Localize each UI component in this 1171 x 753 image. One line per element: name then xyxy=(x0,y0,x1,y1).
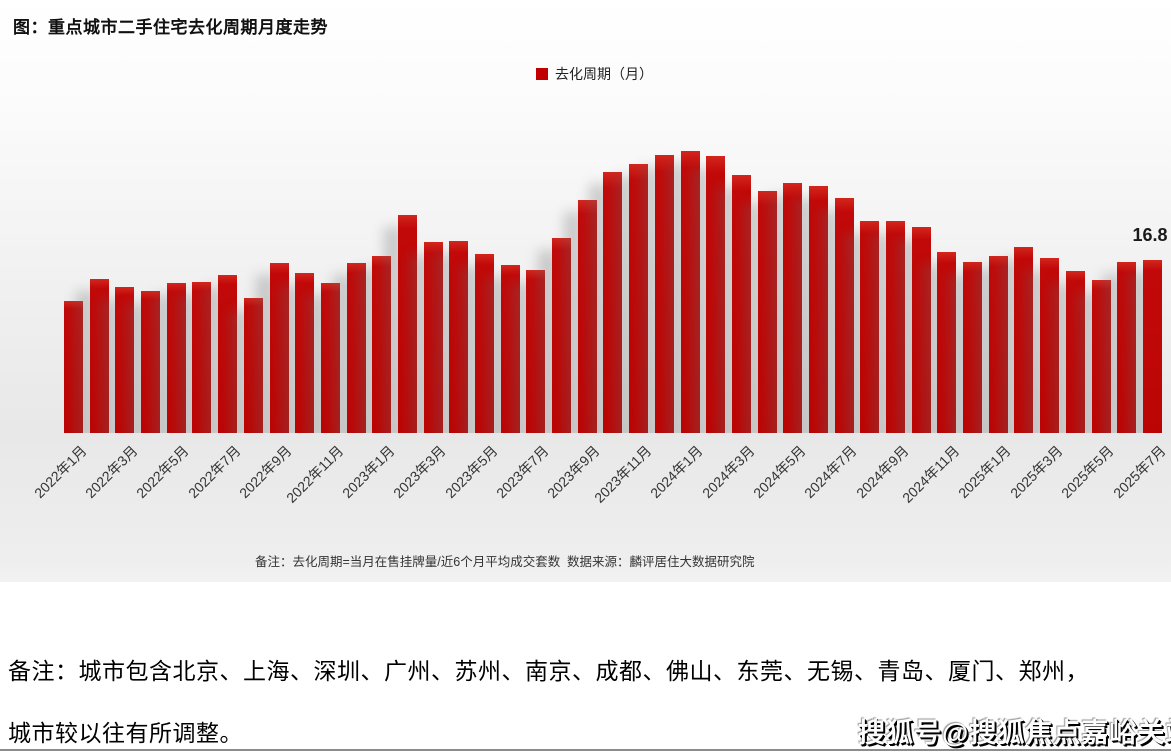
x-axis-labels: 2022年1月 2022年3月 2022年5月 2022年7月 2022年9月 2022年… xyxy=(31,433,1169,543)
bar-2024年12月 xyxy=(963,262,983,433)
bar-2022年1月 xyxy=(64,301,83,433)
bar-2024年1月 xyxy=(680,151,700,433)
chart-note: 备注：去化周期=当月在售挂牌量/近6个月平均成交套数 xyxy=(255,555,561,569)
last-bar-value-label: 16.8 xyxy=(1132,225,1168,245)
bar-2022年5月 xyxy=(166,283,186,433)
bar-2022年2月 xyxy=(89,279,109,433)
bar-2023年12月 xyxy=(654,155,674,433)
bar-2022年6月 xyxy=(192,282,212,433)
bar-2024年4月 xyxy=(757,191,777,433)
bar-2025年7月 xyxy=(1142,260,1162,433)
bar-2024年5月 xyxy=(783,183,803,433)
article-note-line2: 城市较以往有所调整。 xyxy=(8,721,243,746)
bar-plot-area xyxy=(64,0,1162,433)
bar-2025年1月 xyxy=(988,256,1008,433)
destocking-cycle-chart: 图：重点城市二手住宅去化周期月度走势 去化周期（月） 2022年1月 2022年3… xyxy=(0,0,1171,582)
bar-2022年3月 xyxy=(115,287,135,433)
legend-label: 去化周期（月） xyxy=(555,66,653,82)
x-tick-label: 2022年1月 xyxy=(30,442,90,502)
bar-2023年7月 xyxy=(526,270,546,433)
chart-legend: 去化周期（月） xyxy=(536,64,653,84)
x-tick-label: 2024年1月 xyxy=(647,442,706,502)
x-tick-label: 2022年5月 xyxy=(133,442,192,502)
x-tick-label: 2025年5月 xyxy=(1058,442,1117,502)
chart-footnotes: 备注：去化周期=当月在售挂牌量/近6个月平均成交套数 数据来源：麟评居住大数据研… xyxy=(0,551,1171,571)
bar-2023年11月 xyxy=(629,164,649,433)
x-tick-label: 2025年7月 xyxy=(1109,442,1169,502)
bar-2025年2月 xyxy=(1014,247,1034,433)
bar-2022年4月 xyxy=(141,291,161,433)
x-tick-label: 2024年3月 xyxy=(698,442,758,502)
bar-2023年6月 xyxy=(500,265,520,433)
bar-2023年2月 xyxy=(397,215,417,433)
bar-2024年2月 xyxy=(706,156,726,433)
bar-2024年3月 xyxy=(731,175,751,433)
bar-2025年4月 xyxy=(1065,271,1085,433)
bar-2024年6月 xyxy=(808,186,828,433)
bar-2022年9月 xyxy=(269,263,289,433)
legend-color-swatch xyxy=(536,68,548,80)
bar-2024年7月 xyxy=(834,198,854,433)
x-tick-label: 2022年3月 xyxy=(81,442,141,502)
bar-2022年8月 xyxy=(243,298,263,433)
x-tick-label: 2023年7月 xyxy=(493,442,552,502)
x-tick-label: 2023年3月 xyxy=(390,442,449,502)
bar-2023年10月 xyxy=(603,172,623,433)
x-tick-label: 2024年5月 xyxy=(749,442,809,502)
bar-2023年8月 xyxy=(552,238,572,433)
bar-2024年9月 xyxy=(886,221,905,433)
bar-2023年5月 xyxy=(475,254,494,433)
chart-data-source: 数据来源：麟评居住大数据研究院 xyxy=(567,555,755,569)
bar-2025年6月 xyxy=(1117,262,1137,433)
bar-2023年4月 xyxy=(449,241,469,433)
bottom-divider xyxy=(0,749,1171,751)
bar-2025年5月 xyxy=(1091,280,1111,433)
bar-2023年3月 xyxy=(423,242,443,433)
x-tick-label: 2023年1月 xyxy=(338,442,398,502)
bar-2023年1月 xyxy=(372,256,392,433)
article-note-line1: 备注：城市包含北京、上海、深圳、广州、苏州、南京、成都、佛山、东莞、无锡、青岛、… xyxy=(8,659,1089,684)
bar-2024年10月 xyxy=(911,227,931,433)
sohu-watermark: 搜狐号@搜狐焦点嘉峪关站 xyxy=(858,718,1171,748)
bar-2022年7月 xyxy=(218,275,238,433)
bar-2024年11月 xyxy=(937,252,957,433)
x-tick-label: 2025年3月 xyxy=(1006,442,1066,502)
bar-2022年11月 xyxy=(320,283,340,433)
x-tick-label: 2025年1月 xyxy=(955,442,1015,502)
x-tick-label: 2023年5月 xyxy=(441,442,501,502)
x-tick-label: 2024年7月 xyxy=(801,442,860,502)
bar-2022年12月 xyxy=(346,263,366,433)
bar-2022年10月 xyxy=(295,273,315,433)
x-tick-label: 2022年7月 xyxy=(184,442,244,502)
chart-title: 图：重点城市二手住宅去化周期月度走势 xyxy=(13,18,328,37)
bar-2025年3月 xyxy=(1040,258,1060,433)
bar-2024年8月 xyxy=(860,221,880,433)
bar-2023年9月 xyxy=(577,200,597,433)
